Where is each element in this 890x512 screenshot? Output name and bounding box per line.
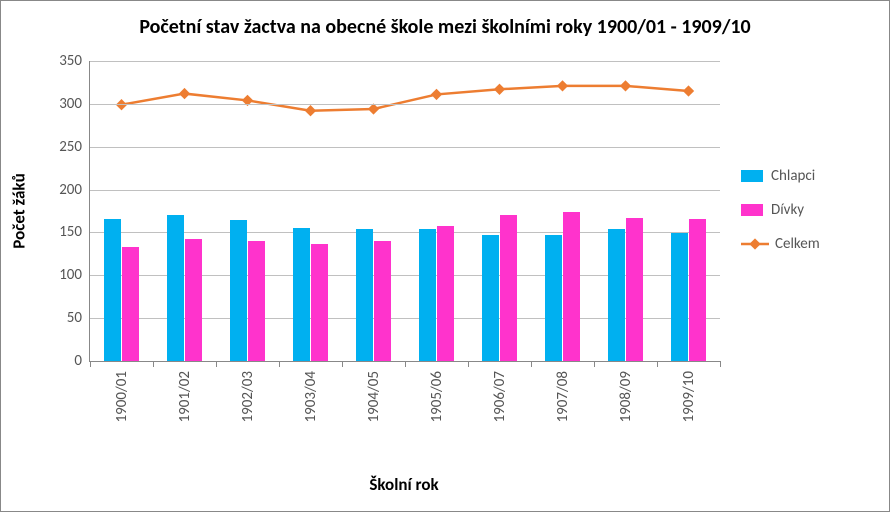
bar-dívky <box>374 241 392 361</box>
x-tick-label: 1903/04 <box>302 371 320 422</box>
bar-chlapci <box>356 229 374 361</box>
x-tick <box>342 361 343 367</box>
bar-dívky <box>500 215 518 361</box>
x-axis-title: Školní rok <box>369 474 438 495</box>
x-tick-label: 1900/01 <box>113 371 131 422</box>
chart-container: Početní stav žactva na obecné škole mezi… <box>0 0 890 512</box>
gridline <box>90 104 720 105</box>
legend-swatch <box>741 170 763 182</box>
marker-celkem <box>179 88 190 99</box>
y-tick-label: 0 <box>74 352 82 370</box>
bar-dívky <box>563 212 581 361</box>
y-tick-label: 100 <box>59 266 82 284</box>
x-tick-label: 1904/05 <box>365 371 383 422</box>
legend-item-dívky: Dívky <box>741 200 820 220</box>
bar-chlapci <box>482 235 500 361</box>
bar-chlapci <box>167 215 185 361</box>
x-tick <box>153 361 154 367</box>
legend-label: Chlapci <box>771 167 815 185</box>
x-tick-label: 1905/06 <box>428 371 446 422</box>
x-tick <box>531 361 532 367</box>
bar-dívky <box>626 218 644 361</box>
y-tick-label: 200 <box>59 181 82 199</box>
marker-celkem <box>494 84 505 95</box>
bar-chlapci <box>608 229 626 361</box>
y-tick-label: 350 <box>59 52 82 70</box>
bar-dívky <box>437 226 455 361</box>
y-axis-title: Počet žáků <box>9 173 30 248</box>
x-tick <box>279 361 280 367</box>
legend-item-chlapci: Chlapci <box>741 166 820 186</box>
bar-chlapci <box>419 229 437 361</box>
legend-swatch <box>741 204 763 216</box>
marker-celkem <box>683 85 694 96</box>
gridline <box>90 61 720 62</box>
bar-dívky <box>689 219 707 361</box>
y-tick-label: 50 <box>67 309 82 327</box>
legend-label: Celkem <box>775 235 820 253</box>
bar-dívky <box>311 244 329 361</box>
x-tick-label: 1908/09 <box>617 371 635 422</box>
gridline <box>90 190 720 191</box>
plot-area: 0501001502002503003501900/011901/021902/… <box>89 61 720 362</box>
bar-chlapci <box>230 220 248 361</box>
x-tick-label: 1906/07 <box>491 371 509 422</box>
x-tick <box>90 361 91 367</box>
x-tick <box>468 361 469 367</box>
x-tick-label: 1901/02 <box>176 371 194 422</box>
bar-dívky <box>122 247 140 361</box>
legend-swatch <box>741 236 769 252</box>
x-tick <box>594 361 595 367</box>
x-tick-label: 1907/08 <box>554 371 572 422</box>
bar-chlapci <box>545 235 563 361</box>
chart-title: Početní stav žactva na obecné škole mezi… <box>1 1 889 39</box>
marker-celkem <box>368 103 379 114</box>
bar-chlapci <box>671 233 689 361</box>
legend: Chlapci Dívky Celkem <box>741 166 820 268</box>
x-tick-label: 1902/03 <box>239 371 257 422</box>
y-tick-label: 150 <box>59 223 82 241</box>
x-tick <box>216 361 217 367</box>
y-tick-label: 250 <box>59 138 82 156</box>
x-tick <box>405 361 406 367</box>
bar-chlapci <box>293 228 311 361</box>
legend-item-celkem: Celkem <box>741 234 820 254</box>
legend-label: Dívky <box>771 201 804 219</box>
marker-celkem <box>557 80 568 91</box>
marker-celkem <box>620 80 631 91</box>
x-tick <box>657 361 658 367</box>
marker-celkem <box>305 105 316 116</box>
x-tick-label: 1909/10 <box>680 371 698 422</box>
marker-celkem <box>431 89 442 100</box>
bar-chlapci <box>104 219 122 361</box>
bar-dívky <box>185 239 203 361</box>
bar-dívky <box>248 241 266 361</box>
gridline <box>90 147 720 148</box>
x-tick <box>720 361 721 367</box>
line-celkem <box>122 86 689 111</box>
y-tick-label: 300 <box>59 95 82 113</box>
